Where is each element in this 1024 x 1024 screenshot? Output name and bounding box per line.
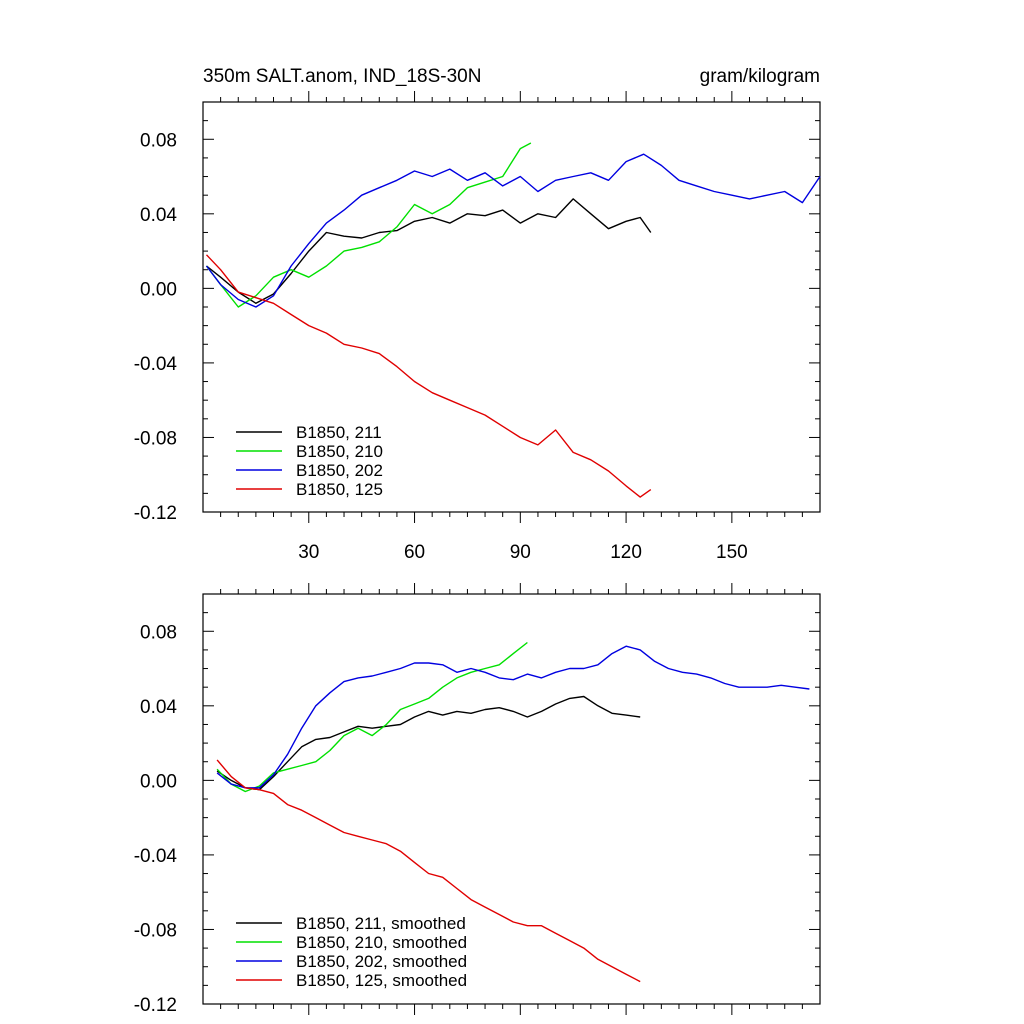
x-tick-label: 90 — [510, 542, 531, 563]
legend-label: B1850, 210, smoothed — [296, 933, 467, 952]
series-line-2 — [216, 645, 810, 789]
series-line-1 — [205, 142, 532, 308]
y-tick-label: 0.08 — [140, 130, 177, 151]
legend-label: B1850, 202, smoothed — [296, 952, 467, 971]
legend-label: B1850, 211 — [296, 423, 382, 442]
series-line-3 — [216, 759, 641, 983]
series-line-0 — [206, 198, 652, 304]
series-line-2 — [205, 153, 821, 308]
y-tick-label: -0.12 — [134, 503, 177, 524]
y-tick-label: -0.12 — [134, 995, 177, 1016]
legend-label: B1850, 125 — [296, 480, 383, 499]
y-tick-label: 0.00 — [140, 279, 177, 300]
title-left: 350m SALT.anom, IND_18S-30N — [203, 66, 481, 87]
y-tick-label: 0.00 — [140, 771, 177, 792]
legend-label: B1850, 202 — [296, 461, 383, 480]
x-tick-label: 150 — [716, 542, 748, 563]
x-tick-label: 120 — [610, 542, 642, 563]
legend-label: B1850, 125, smoothed — [296, 971, 467, 990]
title-right: gram/kilogram — [700, 66, 820, 87]
y-tick-label: 0.08 — [140, 622, 177, 643]
legend-label: B1850, 210 — [296, 442, 383, 461]
y-tick-label: -0.08 — [134, 428, 177, 449]
top-panel: 350m SALT.anom, IND_18S-30N gram/kilogra… — [134, 66, 821, 563]
bottom-panel: -0.12 -0.08 -0.04 0.00 0.04 0.08 B1850, 211, s… — [134, 583, 821, 1016]
y-tick-label: 0.04 — [140, 697, 177, 718]
x-tick-label: 30 — [298, 542, 319, 563]
y-tick-label: 0.04 — [140, 205, 177, 226]
y-tick-label: -0.04 — [134, 354, 178, 375]
series-line-0 — [216, 695, 641, 791]
series-line-3 — [205, 254, 652, 498]
legend-label: B1850, 211, smoothed — [296, 914, 466, 933]
y-tick-label: -0.08 — [134, 920, 177, 941]
x-tick-label: 60 — [404, 542, 425, 563]
series-line-1 — [216, 641, 528, 793]
y-tick-label: -0.04 — [134, 846, 178, 867]
